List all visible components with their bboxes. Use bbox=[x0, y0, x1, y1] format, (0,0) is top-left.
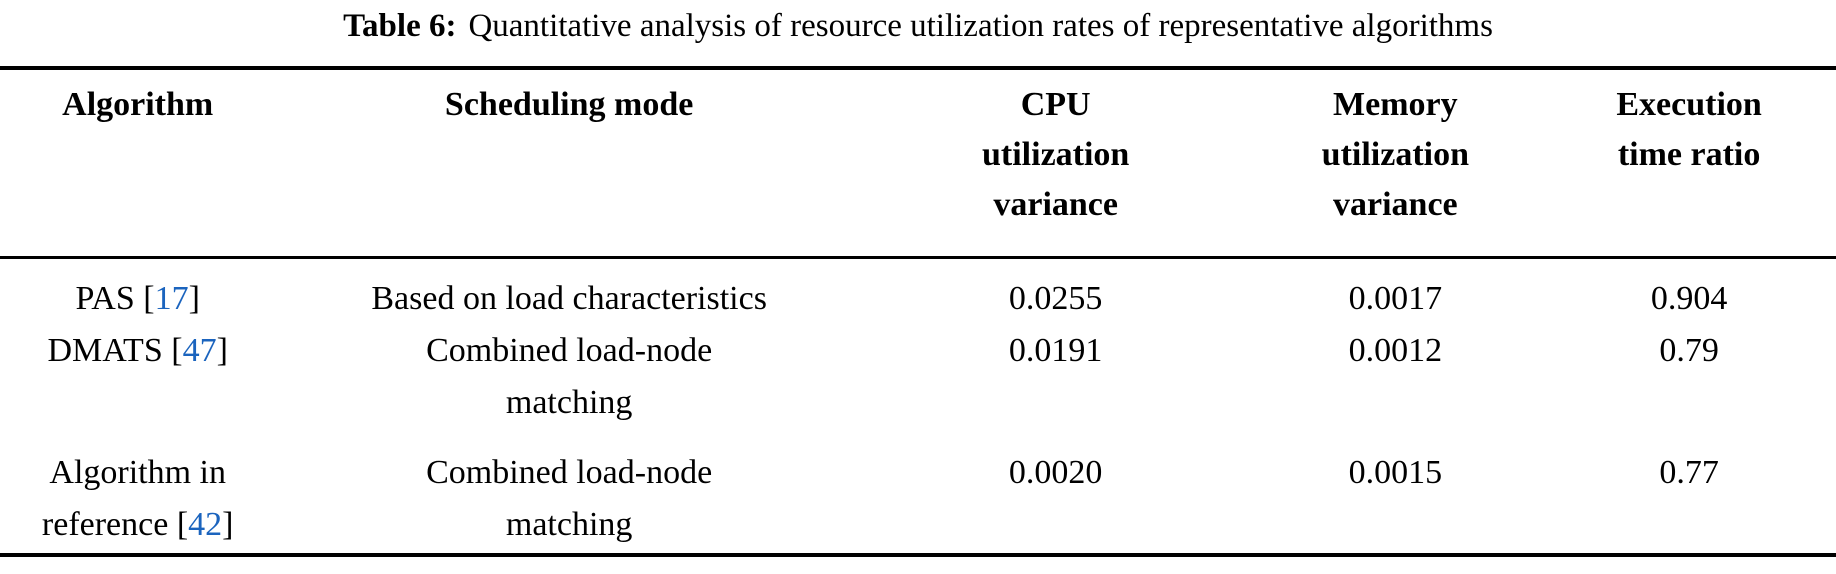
table-caption: Table 6: Quantitative analysis of resourc… bbox=[0, 0, 1836, 48]
cell-cpu-utilization-variance: 0.0020 bbox=[1008, 454, 1103, 491]
cell-scheduling-mode: Combined load-node matching bbox=[426, 332, 713, 421]
cell-algorithm: Algorithm in reference [42] bbox=[41, 454, 234, 543]
cell-memory-utilization-variance: 0.0012 bbox=[1348, 332, 1443, 369]
table-caption-text: Quantitative analysis of resource utiliz… bbox=[468, 8, 1493, 44]
cell-cpu-utilization-variance: 0.0255 bbox=[1008, 280, 1103, 317]
cell-execution-time-ratio: 0.904 bbox=[1650, 280, 1728, 317]
table-caption-label: Table 6: bbox=[343, 8, 457, 44]
citation-link[interactable]: 42 bbox=[188, 506, 223, 543]
table-row: Algorithm in reference [42] Combined loa… bbox=[0, 447, 1836, 551]
cell-memory-utilization-variance: 0.0015 bbox=[1348, 454, 1443, 491]
cell-algorithm: DMATS [47] bbox=[47, 332, 228, 369]
cell-scheduling-mode: Based on load characteristics bbox=[371, 280, 767, 317]
table-row: DMATS [47] Combined load-node matching 0… bbox=[0, 325, 1836, 447]
table-row: PAS [17] Based on load characteristics 0… bbox=[0, 258, 1836, 326]
bottom-rule bbox=[0, 553, 1836, 557]
top-rule bbox=[0, 66, 1836, 70]
column-header-scheduling-mode: Scheduling mode bbox=[275, 70, 863, 259]
citation-link[interactable]: 47 bbox=[182, 332, 217, 369]
column-header-memory-utilization-variance: Memory utilization variance bbox=[1248, 70, 1543, 259]
cell-memory-utilization-variance: 0.0017 bbox=[1348, 280, 1443, 317]
cell-scheduling-mode: Combined load-node matching bbox=[426, 454, 713, 543]
cell-cpu-utilization-variance: 0.0191 bbox=[1008, 332, 1103, 369]
citation-link[interactable]: 17 bbox=[154, 280, 189, 317]
results-table: Algorithm Scheduling mode CPU utilizatio… bbox=[0, 70, 1836, 551]
cell-algorithm: PAS [17] bbox=[75, 280, 200, 317]
cell-execution-time-ratio: 0.79 bbox=[1659, 332, 1719, 369]
column-header-algorithm: Algorithm bbox=[0, 70, 276, 259]
table-header-row: Algorithm Scheduling mode CPU utilizatio… bbox=[0, 70, 1836, 259]
column-header-execution-time-ratio: Execution time ratio bbox=[1542, 70, 1836, 259]
cell-execution-time-ratio: 0.77 bbox=[1659, 454, 1719, 491]
column-header-cpu-utilization-variance: CPU utilization variance bbox=[862, 70, 1249, 259]
